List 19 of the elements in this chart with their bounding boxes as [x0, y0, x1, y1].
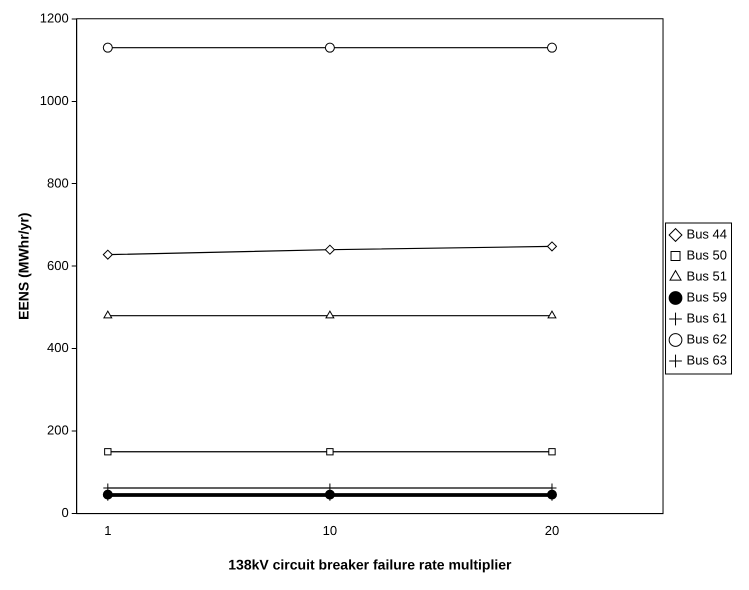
y-tick-label: 800: [47, 175, 69, 190]
x-tick-label: 1: [104, 522, 112, 538]
y-tick-label: 400: [47, 340, 69, 356]
legend-label: Bus 62: [686, 332, 728, 347]
legend-label: Bus 50: [686, 248, 728, 263]
y-tick-label: 1000: [40, 92, 69, 108]
legend-label: Bus 61: [686, 310, 728, 326]
legend-label: Bus 44: [686, 226, 728, 242]
x-tick-label: 20: [544, 522, 560, 538]
y-axis-title: EENS (MWhr/yr): [15, 212, 32, 320]
x-axis-title: 138kV circuit breaker failure rate multiplier: [228, 556, 512, 572]
legend-label: Bus 59: [686, 290, 728, 305]
y-tick-label: 600: [47, 258, 69, 273]
legend-label: Bus 51: [686, 268, 728, 284]
x-tick-label: 10: [322, 522, 338, 538]
y-tick-label: 1200: [40, 10, 69, 26]
y-tick-label: 0: [61, 505, 69, 520]
legend-label: Bus 63: [686, 352, 728, 368]
y-tick-label: 200: [47, 422, 69, 438]
